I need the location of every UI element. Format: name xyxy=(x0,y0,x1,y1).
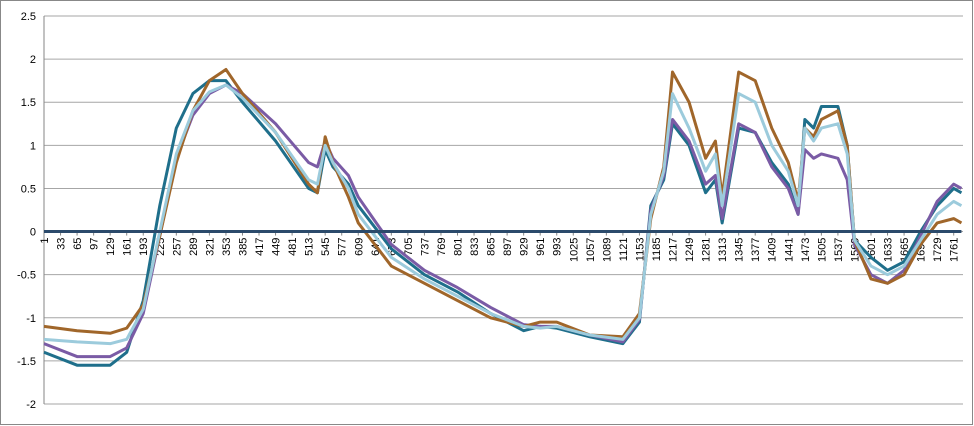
y-tick-label: 1 xyxy=(30,140,36,152)
x-tick-label: 65 xyxy=(72,238,84,250)
x-tick-label: 417 xyxy=(254,238,266,256)
x-tick-label: 1473 xyxy=(800,238,812,262)
x-tick-label: 129 xyxy=(105,238,117,256)
x-tick-label: 1313 xyxy=(717,238,729,262)
x-tick-label: 1377 xyxy=(750,238,762,262)
y-tick-label: 0 xyxy=(30,227,36,239)
x-tick-label: 1121 xyxy=(618,238,630,262)
x-tick-label: 1089 xyxy=(601,238,613,262)
x-tick-label: 961 xyxy=(535,238,547,256)
x-tick-label: 1409 xyxy=(767,238,779,262)
x-tick-label: 769 xyxy=(436,238,448,256)
x-tick-label: 993 xyxy=(552,238,564,256)
y-tick-label: -0.5 xyxy=(17,270,36,282)
x-tick-label: 1761 xyxy=(949,238,961,262)
x-tick-label: 833 xyxy=(469,238,481,256)
x-tick-label: 737 xyxy=(419,238,431,256)
x-tick-label: 289 xyxy=(188,238,200,256)
x-tick-label: 33 xyxy=(56,238,68,250)
x-tick-label: 481 xyxy=(287,238,299,256)
x-tick-label: 1217 xyxy=(668,238,680,262)
x-tick-label: 1281 xyxy=(701,238,713,262)
x-tick-label: 449 xyxy=(271,238,283,256)
y-tick-label: 0.5 xyxy=(21,183,36,195)
x-tick-label: 801 xyxy=(452,238,464,256)
x-tick-label: 193 xyxy=(138,238,150,256)
x-tick-label: 1249 xyxy=(684,238,696,262)
x-tick-label: 609 xyxy=(353,238,365,256)
x-tick-label: 321 xyxy=(204,238,216,256)
data-line xyxy=(43,83,963,346)
x-tick-label: 1505 xyxy=(816,238,828,262)
y-tick-label: -2 xyxy=(26,399,36,411)
x-tick-label: 97 xyxy=(89,238,101,250)
x-tick-label: 1345 xyxy=(734,238,746,262)
x-tick-label: 1441 xyxy=(783,238,795,262)
y-tick-label: -1 xyxy=(26,313,36,325)
x-tick-label: 1633 xyxy=(883,238,895,262)
x-tick-label: 513 xyxy=(304,238,316,256)
x-tick-label: 929 xyxy=(519,238,531,256)
x-tick-label: 161 xyxy=(122,238,134,256)
x-tick-label: 1537 xyxy=(833,238,845,262)
data-line xyxy=(43,67,963,339)
x-tick-label: 545 xyxy=(320,238,332,256)
x-tick-label: 1025 xyxy=(568,238,580,262)
x-tick-label: 577 xyxy=(337,238,349,256)
x-tick-label: 353 xyxy=(221,238,233,256)
x-tick-label: 1057 xyxy=(585,238,597,262)
y-tick-label: 1.5 xyxy=(21,97,36,109)
y-tick-label: -1.5 xyxy=(17,356,36,368)
x-tick-label: 1 xyxy=(39,238,51,244)
x-tick-label: 705 xyxy=(403,238,415,256)
x-tick-label: 257 xyxy=(171,238,183,256)
x-tick-label: 1153 xyxy=(634,238,646,262)
y-tick-label: 2.5 xyxy=(21,11,36,23)
x-tick-label: 385 xyxy=(237,238,249,256)
x-tick-label: 897 xyxy=(502,238,514,256)
x-tick-label: 865 xyxy=(486,238,498,256)
x-tick-label: 1185 xyxy=(651,238,663,262)
x-tick-label: 1729 xyxy=(932,238,944,262)
y-tick-label: 2 xyxy=(30,54,36,66)
